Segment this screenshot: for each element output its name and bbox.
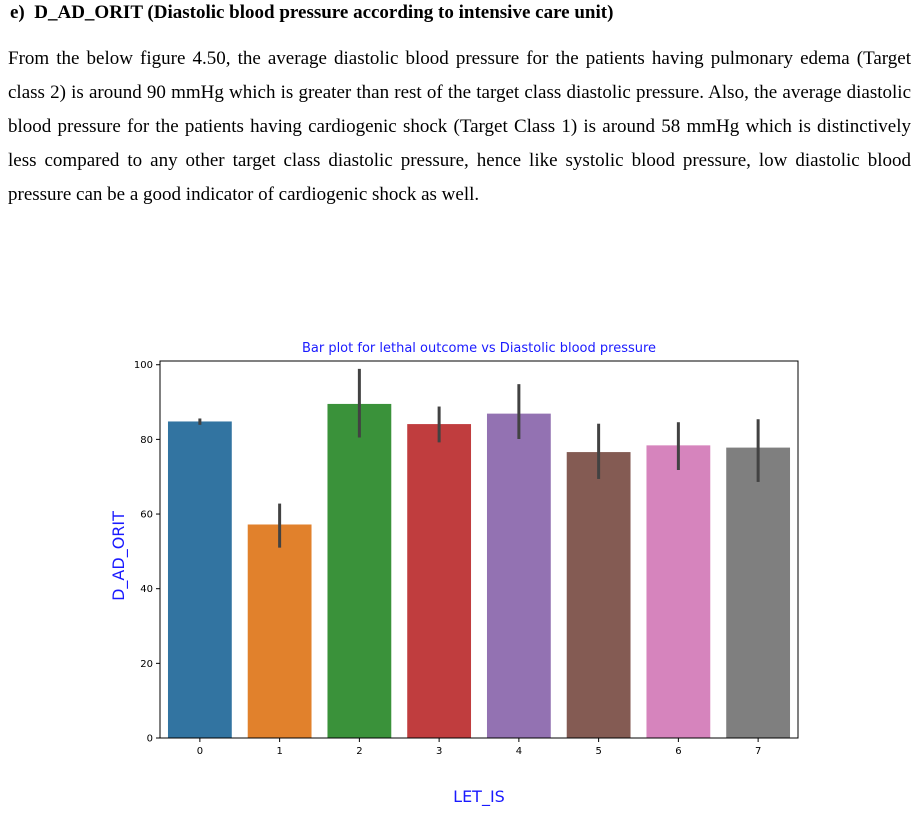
bars-group: [167, 403, 791, 738]
chart-title: Bar plot for lethal outcome vs Diastolic…: [302, 341, 656, 356]
y-tick-label-0: 0: [147, 734, 153, 745]
x-axis: 0 1 2 3 4 5 6 7: [197, 738, 761, 757]
x-tick-label-2: 2: [356, 746, 362, 757]
bar-chart: Bar plot for lethal outcome vs Diastolic…: [109, 341, 799, 807]
y-tick-label-80: 80: [140, 435, 153, 446]
x-tick-label-5: 5: [595, 746, 601, 757]
y-tick-label-100: 100: [134, 360, 153, 371]
bar-3: [407, 424, 472, 738]
section-heading: e) D_AD_ORIT (Diastolic blood pressure a…: [10, 2, 614, 23]
x-tick-label-4: 4: [516, 746, 522, 757]
bar-6: [646, 445, 711, 738]
x-axis-label: LET_IS: [453, 787, 505, 807]
x-tick-label-7: 7: [755, 746, 761, 757]
y-axis: 0 20 40 60 80 100: [134, 360, 160, 745]
x-tick-label-0: 0: [197, 746, 203, 757]
x-tick-label-3: 3: [436, 746, 442, 757]
y-axis-label: D_AD_ORIT: [109, 511, 129, 601]
bar-1: [247, 524, 312, 738]
error-bars-group: [198, 368, 760, 548]
y-tick-label-60: 60: [140, 510, 153, 521]
y-tick-label-40: 40: [140, 584, 153, 595]
bar-4: [486, 413, 551, 738]
plot-frame: [159, 360, 799, 739]
figure: Bar plot for lethal outcome vs Diastolic…: [0, 320, 921, 814]
bar-7: [726, 447, 791, 738]
bar-2: [327, 403, 392, 738]
body-paragraph: From the below figure 4.50, the average …: [8, 48, 911, 205]
y-tick-label-20: 20: [140, 659, 153, 670]
x-tick-label-6: 6: [675, 746, 681, 757]
x-tick-label-1: 1: [276, 746, 282, 757]
bar-0: [167, 421, 232, 738]
bar-5: [566, 452, 631, 738]
